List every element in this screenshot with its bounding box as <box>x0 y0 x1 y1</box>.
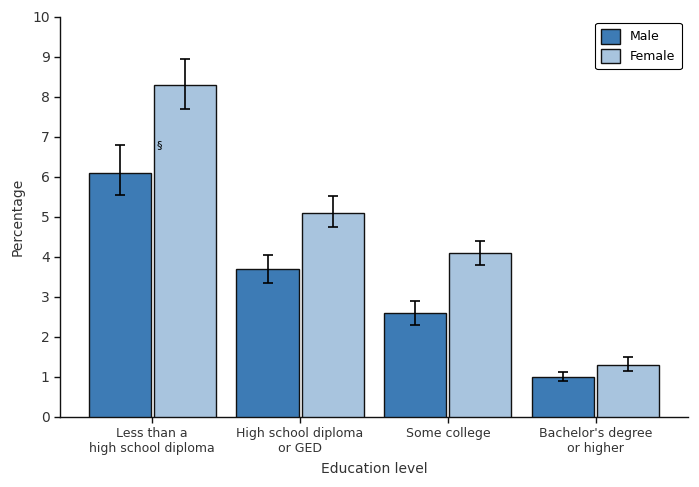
Bar <box>301 212 363 416</box>
Bar <box>154 85 216 416</box>
Bar <box>384 313 447 416</box>
Bar <box>449 253 512 416</box>
Bar <box>89 172 151 416</box>
Bar <box>532 376 594 416</box>
Bar <box>236 268 298 416</box>
Y-axis label: Percentage: Percentage <box>11 177 25 256</box>
Legend: Male, Female: Male, Female <box>595 23 682 69</box>
Bar <box>597 365 659 416</box>
Text: §: § <box>157 141 162 150</box>
X-axis label: Education level: Education level <box>321 462 427 476</box>
